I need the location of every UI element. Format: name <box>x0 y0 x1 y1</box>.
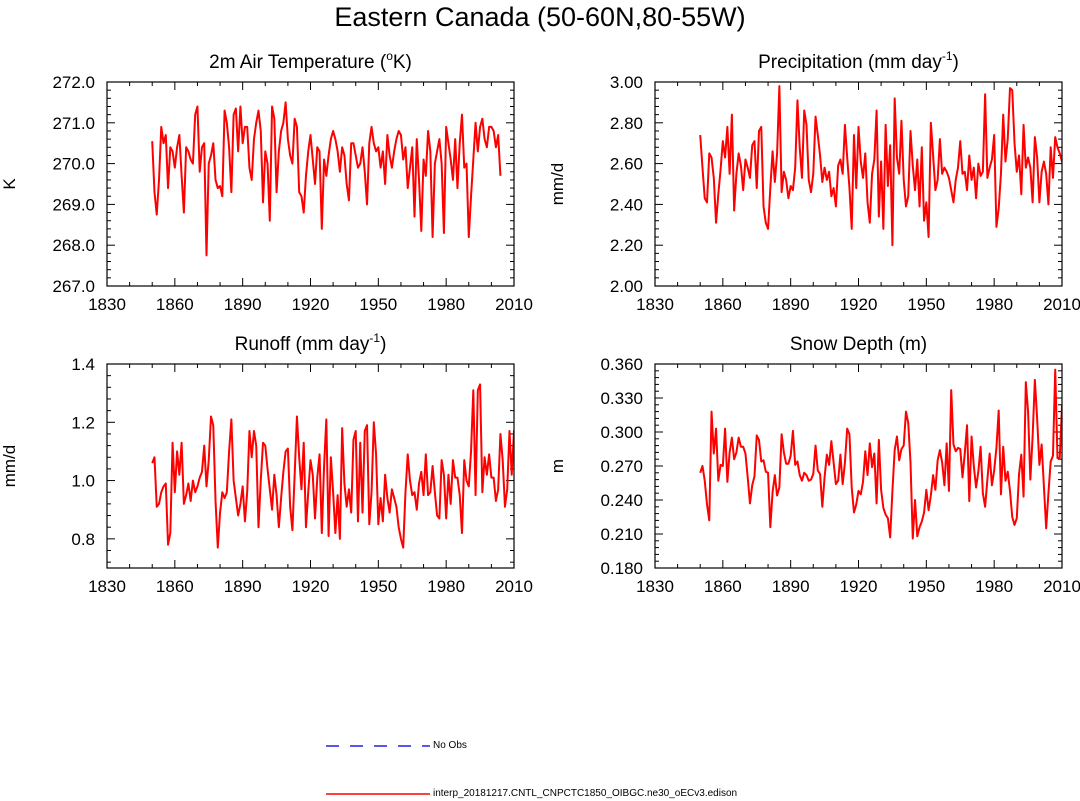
panel-2m-air-temperature-k-xtick-label: 1920 <box>292 295 330 314</box>
panel-2m-air-temperature-k-xtick-label: 1890 <box>224 295 262 314</box>
panel-runoff-mm-day-title-sup: -1 <box>369 331 380 345</box>
panel-2m-air-temperature-k-ytick-label: 271.0 <box>52 114 95 133</box>
panel-2m-air-temperature-k-series-line <box>151 101 502 257</box>
panel-runoff-mm-day-xtick-label: 1980 <box>427 577 465 596</box>
panel-snow-depth-m-ytick-label: 0.330 <box>600 389 643 408</box>
panel-runoff-mm-day-ytick-label: 1.4 <box>71 355 95 374</box>
panel-precipitation-mm-day-ytick-label: 3.00 <box>610 73 643 92</box>
panel-2m-air-temperature-k-xtick-label: 2010 <box>495 295 533 314</box>
panel-precipitation-mm-day-ylabel: mm/d <box>548 163 567 206</box>
panel-runoff-mm-day-title-main: Runoff (mm day <box>235 334 370 355</box>
panel-snow-depth-m-xtick-label: 1980 <box>975 577 1013 596</box>
panel-snow-depth-m-ytick-label: 0.210 <box>600 525 643 544</box>
panel-runoff-mm-day-xtick-label: 1920 <box>292 577 330 596</box>
panel-precipitation-mm-day-title-tail: ) <box>953 52 959 73</box>
panel-precipitation-mm-day-xtick-label: 1830 <box>636 295 674 314</box>
panel-2m-air-temperature-k-ytick-label: 270.0 <box>52 155 95 174</box>
panel-snow-depth-m-ytick-label: 0.180 <box>600 559 643 578</box>
panel-precipitation-mm-day-xtick-label: 1890 <box>772 295 810 314</box>
panel-2m-air-temperature-k-title-main: 2m Air Temperature ( <box>209 52 387 73</box>
panel-precipitation-mm-day-title-sup: -1 <box>942 49 953 63</box>
panel-runoff-mm-day-xtick-label: 1830 <box>88 577 126 596</box>
legend-label-no-obs: No Obs <box>433 740 467 751</box>
panel-2m-air-temperature-k-title: 2m Air Temperature (oK) <box>209 49 412 73</box>
panel-snow-depth-m-xtick-label: 1890 <box>772 577 810 596</box>
panel-precipitation-mm-day-frame <box>654 81 1063 287</box>
panel-precipitation-mm-day-xtick-label: 1980 <box>975 295 1013 314</box>
panel-snow-depth-m-xtick-label: 1920 <box>840 577 878 596</box>
panel-snow-depth-m-xtick-label: 1860 <box>704 577 742 596</box>
panel-snow-depth-m-title: Snow Depth (m) <box>790 334 927 355</box>
panel-2m-air-temperature-k-title-sup: o <box>386 49 393 63</box>
panel-runoff-mm-day-xtick-label: 1950 <box>359 577 397 596</box>
panel-2m-air-temperature-k-ytick-label: 269.0 <box>52 195 95 214</box>
panel-snow-depth-m-xtick-label: 1950 <box>907 577 945 596</box>
panel-precipitation-mm-day-ytick-label: 2.20 <box>610 236 643 255</box>
panel-precipitation-mm-day-ytick-label: 2.40 <box>610 195 643 214</box>
panel-2m-air-temperature-k-xtick-label: 1860 <box>156 295 194 314</box>
panel-2m-air-temperature-k-ylabel: K <box>0 178 19 190</box>
panel-precipitation-mm-day: Precipitation (mm day-1) mm/d 1830 1860 1890… <box>548 49 1080 314</box>
panel-snow-depth-m: Snow Depth (m) m 1830 1860 1890 1920 1950 1980 2… <box>548 334 1080 596</box>
panel-snow-depth-m-ytick-label: 0.360 <box>600 355 643 374</box>
panel-precipitation-mm-day-ytick-label: 2.00 <box>610 277 643 296</box>
panel-runoff-mm-day-ylabel: mm/d <box>0 445 19 488</box>
panel-precipitation-mm-day-xtick-label: 1860 <box>704 295 742 314</box>
panel-precipitation-mm-day-series-line <box>699 85 1062 247</box>
panel-runoff-mm-day-xtick-label: 2010 <box>495 577 533 596</box>
panel-snow-depth-m-ytick-label: 0.240 <box>600 491 643 510</box>
panel-snow-depth-m-title-main: Snow Depth (m) <box>790 334 927 355</box>
panel-snow-depth-m-ytick-label: 0.270 <box>600 457 643 476</box>
panel-2m-air-temperature-k-xtick-label: 1950 <box>359 295 397 314</box>
figure-title: Eastern Canada (50-60N,80-55W) <box>334 2 746 32</box>
panel-snow-depth-m-series-line <box>699 368 1062 540</box>
panel-runoff-mm-day-ytick-label: 1.2 <box>71 413 95 432</box>
panel-snow-depth-m-ylabel: m <box>548 459 567 473</box>
panel-2m-air-temperature-k-frame <box>106 81 515 287</box>
panel-2m-air-temperature-k-xtick-label: 1830 <box>88 295 126 314</box>
panel-precipitation-mm-day-xtick-label: 1950 <box>907 295 945 314</box>
panel-runoff-mm-day-ytick-label: 0.8 <box>71 530 95 549</box>
panel-runoff-mm-day-xtick-label: 1860 <box>156 577 194 596</box>
panel-precipitation-mm-day-xtick-label: 1920 <box>840 295 878 314</box>
panel-runoff-mm-day: Runoff (mm day-1) mm/d 1830 1860 1890 1920 195… <box>0 331 533 596</box>
panel-2m-air-temperature-k-xtick-label: 1980 <box>427 295 465 314</box>
panel-runoff-mm-day-xtick-label: 1890 <box>224 577 262 596</box>
panel-2m-air-temperature-k-ytick-label: 272.0 <box>52 73 95 92</box>
panel-2m-air-temperature-k: 2m Air Temperature (oK) K 1830 1860 1890 1920… <box>0 49 533 314</box>
panel-precipitation-mm-day-title: Precipitation (mm day-1) <box>758 49 959 73</box>
panel-snow-depth-m-ytick-label: 0.300 <box>600 423 643 442</box>
panel-runoff-mm-day-title-tail: ) <box>380 334 386 355</box>
panel-precipitation-mm-day-title-main: Precipitation (mm day <box>758 52 942 73</box>
panel-runoff-mm-day-series-line <box>151 383 514 549</box>
panel-2m-air-temperature-k-title-tail: K) <box>393 52 412 73</box>
panel-snow-depth-m-xtick-label: 1830 <box>636 577 674 596</box>
panel-precipitation-mm-day-ytick-label: 2.80 <box>610 114 643 133</box>
panel-runoff-mm-day-frame <box>106 363 515 569</box>
panel-2m-air-temperature-k-ytick-label: 267.0 <box>52 277 95 296</box>
panel-snow-depth-m-frame <box>654 363 1063 569</box>
panel-runoff-mm-day-ytick-label: 1.0 <box>71 472 95 491</box>
panel-precipitation-mm-day-ytick-label: 2.60 <box>610 155 643 174</box>
panel-snow-depth-m-xtick-label: 2010 <box>1043 577 1080 596</box>
panel-runoff-mm-day-title: Runoff (mm day-1) <box>235 331 387 355</box>
legend-label-model: interp_20181217.CNTL_CNPCTC1850_OIBGC.ne… <box>433 788 738 799</box>
panel-precipitation-mm-day-xtick-label: 2010 <box>1043 295 1080 314</box>
panel-2m-air-temperature-k-ytick-label: 268.0 <box>52 236 95 255</box>
